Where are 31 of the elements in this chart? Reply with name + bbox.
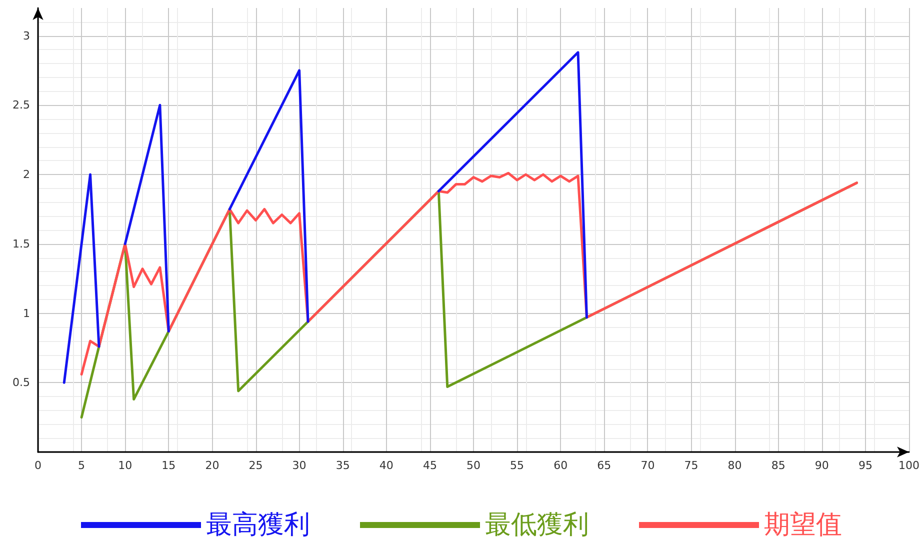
x-tick-label: 95 — [858, 459, 872, 472]
y-tick-label: 2 — [23, 168, 30, 181]
x-tick-label: 85 — [771, 459, 786, 472]
y-tick-label: 1.5 — [12, 237, 30, 250]
x-tick-label: 15 — [162, 459, 176, 472]
x-tick-label: 80 — [728, 459, 742, 472]
legend-label: 期望值 — [764, 510, 842, 540]
x-tick-label: 35 — [336, 459, 350, 472]
x-tick-label: 70 — [640, 459, 655, 472]
line-series — [80, 172, 858, 376]
y-tick-label: 2.5 — [12, 98, 30, 112]
x-tick-label: 65 — [597, 459, 612, 472]
x-tick-label: 10 — [118, 459, 132, 472]
x-tick-label: 40 — [379, 459, 394, 472]
x-tick-label: 75 — [684, 459, 698, 472]
x-tick-label: 0 — [34, 459, 42, 472]
x-tick-label: 45 — [422, 459, 437, 472]
x-tick-label: 5 — [78, 459, 86, 472]
x-tick-label: 25 — [248, 459, 263, 472]
x-tick-label: 55 — [510, 459, 524, 472]
y-tick-label: 1 — [23, 306, 30, 320]
x-tick-label: 90 — [814, 459, 829, 472]
x-tick-label: 30 — [292, 459, 306, 472]
x-tick-label: 100 — [898, 459, 920, 472]
x-tick-label: 60 — [554, 459, 568, 472]
y-tick-label: 0.5 — [12, 376, 30, 390]
x-tick-label: 50 — [466, 459, 480, 472]
legend-label: 最低獲利 — [485, 510, 589, 540]
y-tick-label: 3 — [23, 29, 30, 42]
legend-label: 最高獲利 — [206, 510, 310, 540]
x-tick-label: 20 — [205, 459, 220, 472]
